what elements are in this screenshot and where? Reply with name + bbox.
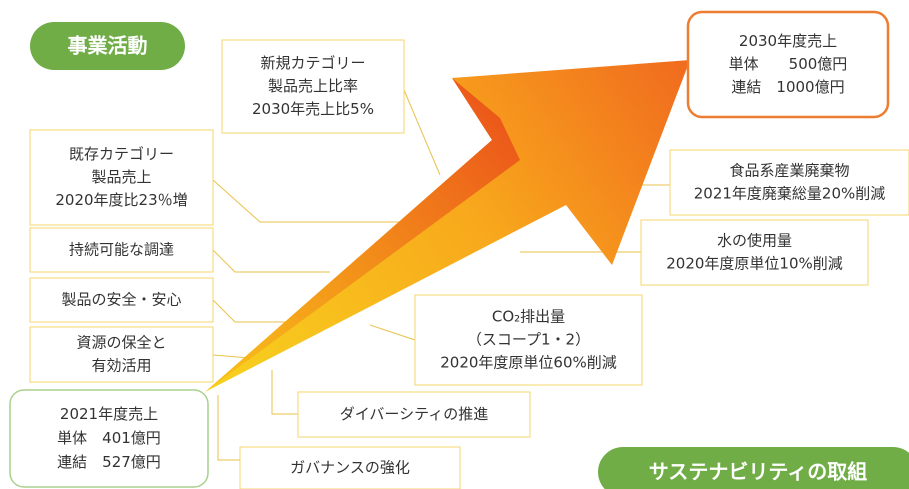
target-box-line: 新規カテゴリー xyxy=(260,54,365,72)
target-box: CO₂排出量 （スコープ1・2） 2020年度原単位60%削減 xyxy=(414,294,643,386)
target-box: ダイバーシティの推進 xyxy=(297,391,531,438)
target-box-frame xyxy=(239,446,461,489)
goal-box-line: 連結 1000億円 xyxy=(731,78,844,96)
target-box-line: 資源の保全と xyxy=(76,334,166,352)
goal-box-line: 単体 500億円 xyxy=(729,55,848,73)
target-box-frame xyxy=(29,227,214,273)
target-box-line: 2020年度比23％増 xyxy=(55,191,187,209)
arrow xyxy=(205,60,690,392)
start-box-line: 2021年度売上 xyxy=(60,405,158,423)
target-box-frame xyxy=(297,391,531,438)
target-box-line: 有効活用 xyxy=(91,357,151,375)
target-box: ガバナンスの強化 xyxy=(239,446,461,489)
target-box-line: 2020年度原単位60%削減 xyxy=(440,354,617,372)
badge-label: サステナビリティの取組 xyxy=(649,460,867,484)
target-box-line: 2020年度原単位10%削減 xyxy=(666,255,843,273)
target-box-frame xyxy=(414,294,643,386)
badge-pill xyxy=(30,22,185,70)
target-box-line: 2021年度廃棄総量20%削減 xyxy=(694,185,886,203)
target-box-frame xyxy=(221,39,405,134)
start-box-frame xyxy=(9,389,209,488)
target-box-line: ダイバーシティの推進 xyxy=(340,405,489,423)
badge: サステナビリティの取組 xyxy=(598,447,909,489)
target-box-line: 製品売上比率 xyxy=(268,77,358,95)
target-box-frame xyxy=(29,277,214,323)
target-box-line: 製品売上 xyxy=(91,168,151,186)
target-box-line: 2030年売上比5% xyxy=(252,100,374,118)
goal-box-frame xyxy=(686,10,890,119)
target-box-frame xyxy=(29,326,214,383)
start-box-line: 連結 527億円 xyxy=(57,453,161,471)
target-box: 持続可能な調達 xyxy=(29,227,214,273)
target-box: 製品の安全・安心 xyxy=(29,277,214,323)
target-box-line: （スコープ1・2） xyxy=(467,331,590,349)
target-box: 食品系産業廃棄物 2021年度廃棄総量20%削減 xyxy=(669,149,909,216)
target-box-line: 製品の安全・安心 xyxy=(61,291,181,309)
target-box-frame xyxy=(640,219,869,286)
target-box-line: CO₂排出量 xyxy=(492,308,565,326)
arrow-fold xyxy=(205,78,520,392)
target-box-line: 水の使用量 xyxy=(717,232,792,250)
badge-pill xyxy=(598,447,909,489)
badge-label: 事業活動 xyxy=(68,34,148,58)
target-box-frame xyxy=(29,129,214,226)
target-box-line: 既存カテゴリー xyxy=(69,145,174,163)
target-box: 水の使用量 2020年度原単位10%削減 xyxy=(640,219,869,286)
target-box-frame xyxy=(669,149,909,216)
target-box-line: 食品系産業廃棄物 xyxy=(729,162,849,180)
start-box-line: 単体 401億円 xyxy=(57,429,161,447)
target-box-line: 持続可能な調達 xyxy=(69,241,174,259)
target-box-line: ガバナンスの強化 xyxy=(290,459,410,477)
goal-box-line: 2030年度売上 xyxy=(739,32,837,50)
connectors xyxy=(212,89,670,466)
badge: 事業活動 xyxy=(30,22,185,70)
